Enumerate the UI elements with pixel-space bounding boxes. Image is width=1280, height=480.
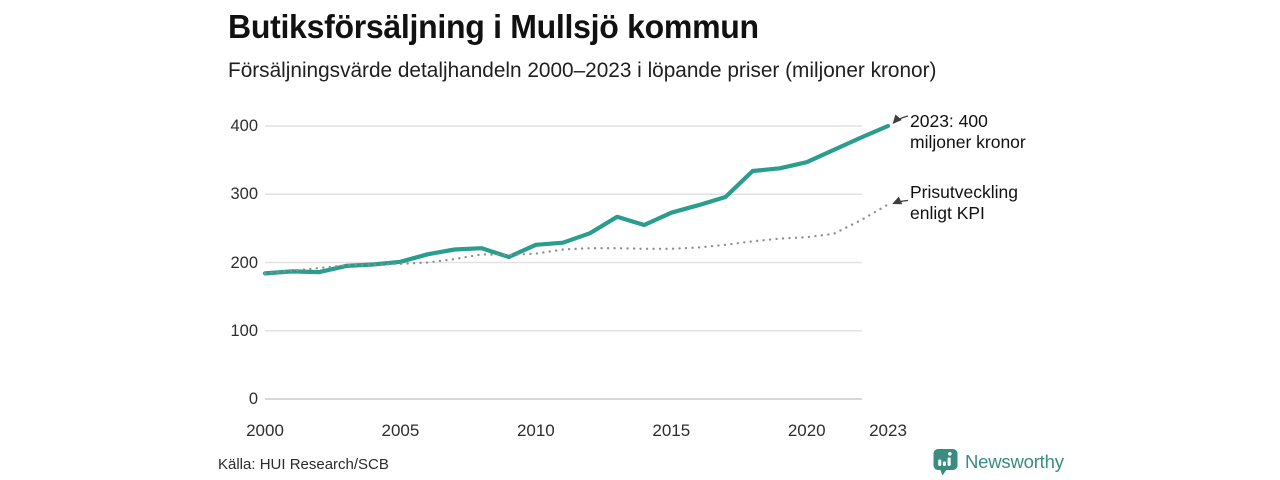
newsworthy-logo[interactable]: Newsworthy <box>933 448 1064 476</box>
series-line-sales <box>262 123 891 276</box>
bar-chart-bubble-icon <box>933 449 958 476</box>
annotation-arrow <box>892 196 909 205</box>
source-note: Källa: HUI Research/SCB <box>218 456 389 473</box>
annotation-line: enligt KPI <box>910 203 985 223</box>
x-tick-label: 2023 <box>869 421 907 440</box>
annotation-line: Prisutveckling <box>910 182 1018 202</box>
x-tick-label: 2010 <box>516 421 555 440</box>
brand-name: Newsworthy <box>965 451 1064 472</box>
page-subtitle: Försäljningsvärde detaljhandeln 2000–202… <box>228 59 937 82</box>
x-tick-label: 2020 <box>787 421 826 440</box>
y-tick-label: 100 <box>230 321 258 340</box>
gridlines <box>265 125 862 400</box>
annotation-line: 2023: 400 <box>910 111 988 131</box>
data-series <box>262 123 891 276</box>
annotation-line: miljoner kronor <box>910 132 1026 152</box>
annotation-arrow <box>892 114 909 125</box>
x-tick-label: 2005 <box>381 421 420 440</box>
y-tick-label: 0 <box>248 390 258 408</box>
x-tick-label: 2015 <box>652 421 691 440</box>
annotation-arrows <box>892 114 909 205</box>
y-tick-label: 300 <box>230 185 258 204</box>
annotation-kpi-label: Prisutveckling enligt KPI <box>910 182 1018 224</box>
annotation-latest-value: 2023: 400 miljoner kronor <box>910 111 1026 153</box>
x-tick-label: 2000 <box>246 421 284 440</box>
series-line-kpi <box>263 203 890 275</box>
y-tick-label: 400 <box>230 117 258 135</box>
y-tick-label: 200 <box>230 253 258 272</box>
page-title: Butiksförsäljning i Mullsjö kommun <box>228 8 759 45</box>
